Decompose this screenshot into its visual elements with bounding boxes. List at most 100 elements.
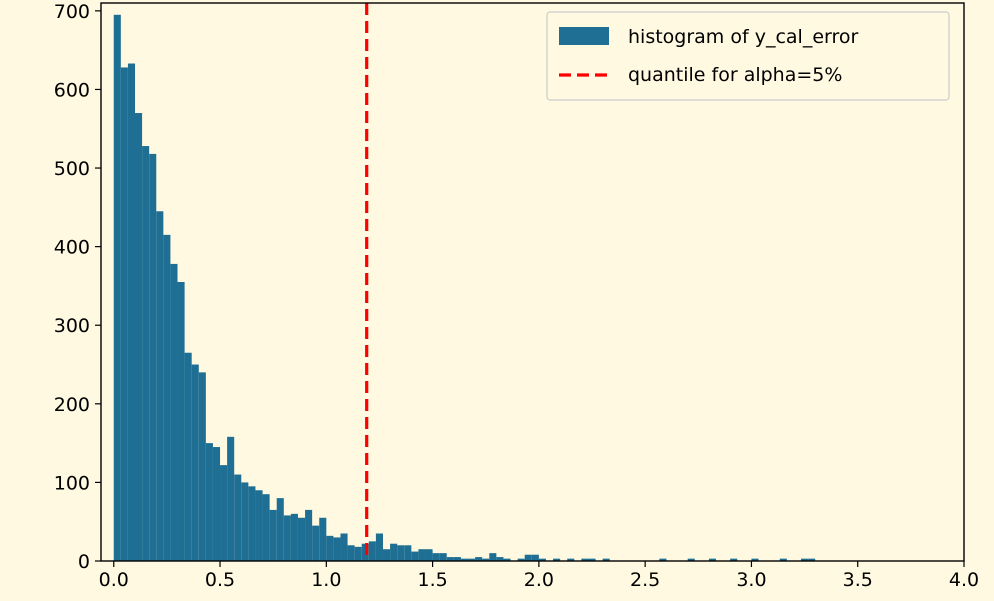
- histogram-bar: [220, 465, 228, 561]
- legend-label-histogram: histogram of y_cal_error: [628, 26, 859, 48]
- histogram-bar: [120, 67, 128, 561]
- legend-label-quantile: quantile for alpha=5%: [628, 64, 842, 86]
- histogram-bar: [801, 558, 809, 561]
- x-tick-label: 2.0: [524, 569, 554, 591]
- histogram-bar: [262, 494, 270, 561]
- histogram-bar: [538, 558, 546, 561]
- histogram-bar: [234, 474, 242, 561]
- histogram-bar: [205, 443, 213, 561]
- histogram-bar: [779, 558, 787, 561]
- histogram-bar: [475, 557, 483, 561]
- histogram-bar: [524, 554, 532, 561]
- histogram-bar: [397, 545, 405, 561]
- histogram-bar: [751, 558, 759, 561]
- histogram-bar: [184, 352, 192, 561]
- histogram-bar: [227, 436, 235, 561]
- histogram-bar: [439, 553, 447, 561]
- histogram-bar: [297, 517, 306, 561]
- histogram-bar: [135, 113, 143, 561]
- y-tick-label: 0: [78, 551, 90, 573]
- y-tick-label: 100: [54, 472, 90, 494]
- histogram-bar: [212, 447, 221, 561]
- histogram-bar: [425, 549, 433, 561]
- histogram-bar: [453, 557, 461, 561]
- histogram-bar: [808, 558, 816, 561]
- histogram-bar: [368, 541, 376, 561]
- histogram-bar: [489, 553, 497, 561]
- histogram-bar: [241, 482, 249, 561]
- y-tick-label: 700: [54, 1, 90, 23]
- x-tick-label: 0.5: [205, 569, 235, 591]
- histogram-bar: [333, 537, 341, 561]
- plot-frame: [100, 2, 965, 562]
- legend: histogram of y_cal_error quantile for al…: [546, 11, 950, 101]
- histogram-bar: [496, 557, 504, 561]
- legend-swatch-histogram: [559, 27, 609, 45]
- histogram-bar: [276, 498, 284, 561]
- histogram-bar: [255, 490, 263, 561]
- y-tick-label: 300: [54, 315, 90, 337]
- x-tick-label: 1.5: [417, 569, 447, 591]
- histogram-bar: [468, 558, 476, 561]
- x-tick-label: 2.5: [630, 569, 660, 591]
- x-tick-label: 4.0: [949, 569, 979, 591]
- histogram-bar: [390, 543, 398, 561]
- histogram-bar: [319, 517, 327, 561]
- histogram-bar: [708, 558, 717, 561]
- histogram-bar: [326, 535, 334, 561]
- histogram-bar: [375, 533, 383, 561]
- histogram-bar: [248, 486, 256, 561]
- histogram-bar: [163, 234, 171, 561]
- histogram-bar: [730, 558, 738, 561]
- histogram-bar: [581, 558, 589, 561]
- histogram-bar: [312, 525, 320, 561]
- histogram-bar: [567, 558, 575, 561]
- y-tick-label: 400: [54, 237, 90, 259]
- x-tick-label: 3.0: [736, 569, 766, 591]
- histogram-bar: [602, 558, 610, 561]
- histogram-bar: [659, 558, 667, 561]
- histogram-bar: [149, 153, 157, 561]
- histogram-bar: [290, 513, 298, 561]
- x-tick-label: 3.5: [843, 569, 873, 591]
- x-axis: 0.0 0.5 1.0 1.5 2.0 2.5 3.0 3.5 4.0: [99, 561, 979, 591]
- histogram-bar: [460, 558, 469, 561]
- histogram-bar: [482, 558, 490, 561]
- histogram-bar: [347, 545, 355, 561]
- x-tick-label: 1.0: [311, 569, 341, 591]
- histogram-bar: [383, 549, 391, 561]
- histogram-bar: [142, 146, 150, 562]
- y-tick-label: 500: [54, 158, 90, 180]
- histogram-bar: [354, 546, 362, 561]
- y-axis: 0 100 200 300 400 500 600 700: [54, 1, 101, 573]
- histogram-bar: [269, 509, 277, 561]
- histogram-bar: [404, 545, 412, 561]
- histogram-bar: [113, 14, 121, 562]
- histogram-bar: [418, 549, 426, 561]
- histogram-bar: [432, 553, 440, 561]
- histogram-bar: [177, 282, 185, 561]
- histogram-bars: [113, 14, 816, 562]
- histogram-bar: [305, 509, 313, 561]
- histogram-bar: [517, 558, 525, 561]
- y-tick-label: 200: [54, 394, 90, 416]
- histogram-bar: [198, 372, 206, 561]
- histogram-bar: [340, 533, 348, 561]
- histogram-bar: [283, 515, 291, 561]
- histogram-bar: [191, 364, 199, 561]
- histogram-bar: [446, 557, 454, 561]
- histogram-bar: [503, 558, 511, 561]
- x-tick-label: 0.0: [99, 569, 129, 591]
- histogram-bar: [156, 211, 164, 561]
- histogram-bar: [531, 554, 539, 561]
- histogram-bar: [687, 558, 695, 561]
- legend-box: [546, 11, 950, 101]
- y-tick-label: 600: [54, 79, 90, 101]
- histogram-bar: [553, 558, 561, 561]
- histogram-bar: [127, 63, 136, 562]
- histogram-bar: [588, 558, 596, 561]
- histogram-bar: [170, 263, 178, 561]
- histogram-bar: [411, 551, 419, 561]
